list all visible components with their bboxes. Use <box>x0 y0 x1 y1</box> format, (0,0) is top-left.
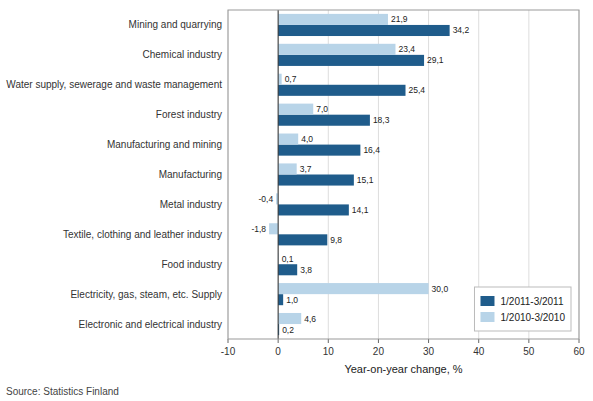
grid-line <box>278 10 279 339</box>
tick-label: 60 <box>573 346 585 357</box>
tick-label: -10 <box>221 346 236 357</box>
tick-mark <box>428 339 429 343</box>
bar <box>278 175 354 186</box>
data-label: 30,0 <box>432 284 449 294</box>
data-label: 0,1 <box>282 254 294 264</box>
bar <box>278 85 405 96</box>
legend-swatch <box>480 312 494 322</box>
data-label: 25,4 <box>409 85 426 95</box>
baseline <box>278 10 279 339</box>
bar <box>278 264 297 275</box>
plot-frame <box>228 10 579 339</box>
category-label: Manufacturing <box>159 169 222 180</box>
data-label: 29,1 <box>427 55 444 65</box>
chart: -10 0 10 20 30 40 50 60 0,2 1,0 3,8 9,8 14,1 15,1 16,4… <box>0 0 593 401</box>
category-label: Electricity, gas, steam, etc. Supply <box>70 289 222 300</box>
data-label: 23,4 <box>398 44 415 54</box>
bar <box>278 55 424 66</box>
data-label: 15,1 <box>357 175 374 185</box>
bar <box>278 283 428 294</box>
tick-label: 0 <box>275 346 281 357</box>
legend-label: 1/2011-3/2011 <box>500 296 563 307</box>
data-label: 3,7 <box>300 164 312 174</box>
legend-label: 1/2010-3/2010 <box>500 312 565 323</box>
bar <box>278 14 388 25</box>
data-label: 9,8 <box>330 235 342 245</box>
tick-mark <box>328 339 329 343</box>
data-labels: 0,2 1,0 3,8 9,8 14,1 15,1 16,4 18,3 25,4 29,1 34,2… <box>251 14 469 334</box>
bar <box>278 74 282 85</box>
tick-label: 50 <box>523 346 535 357</box>
x-axis-label: Year-on-year change, % <box>344 363 462 375</box>
bar <box>278 44 395 55</box>
bar <box>278 25 449 36</box>
data-label: 1,0 <box>286 295 298 305</box>
bar <box>278 163 297 174</box>
data-label: 18,3 <box>373 115 390 125</box>
data-label: 7,0 <box>316 104 328 114</box>
data-label: 3,8 <box>300 265 312 275</box>
tick-mark <box>528 339 529 343</box>
data-label: 16,4 <box>363 145 380 155</box>
category-label: Forest industry <box>156 109 222 120</box>
data-label: 14,1 <box>352 205 369 215</box>
data-label: 21,9 <box>391 14 408 24</box>
tick-label: 30 <box>423 346 435 357</box>
category-label: Mining and quarrying <box>129 19 222 30</box>
category-label: Chemical industry <box>143 49 222 60</box>
bar <box>278 204 349 215</box>
category-label: Water supply, sewerage and waste managem… <box>6 79 222 90</box>
legend-swatch <box>480 296 494 306</box>
bars <box>269 14 450 335</box>
tick-label: 40 <box>473 346 485 357</box>
legend: 1/2011-3/2011 1/2010-3/2010 <box>474 287 571 331</box>
bar <box>278 313 301 324</box>
category-label: Manufacturing and mining <box>107 139 222 150</box>
bar <box>278 294 283 305</box>
source: Source: Statistics Finland <box>6 386 119 397</box>
data-label: 34,2 <box>453 25 470 35</box>
data-label: 0,2 <box>282 325 294 335</box>
tick-mark <box>278 339 279 343</box>
x-axis: -10 0 10 20 30 40 50 60 <box>221 339 585 357</box>
grid <box>228 10 579 339</box>
bar <box>278 104 313 115</box>
category-label: Textile, clothing and leather industry <box>63 229 222 240</box>
category-label: Food industry <box>161 259 222 270</box>
bar <box>278 115 370 126</box>
y-axis: Electronic and electrical industry Electr… <box>6 19 222 329</box>
tick-mark <box>478 339 479 343</box>
tick-mark <box>378 339 379 343</box>
bar <box>278 234 327 245</box>
data-label: -1,8 <box>251 224 266 234</box>
bar <box>278 134 298 145</box>
legend-box <box>474 287 571 331</box>
data-label: 4,0 <box>301 134 313 144</box>
tick-label: 20 <box>373 346 385 357</box>
bar <box>269 223 278 234</box>
data-label: 0,7 <box>285 74 297 84</box>
category-label: Metal industry <box>160 199 222 210</box>
tick-label: 10 <box>323 346 335 357</box>
data-label: 4,6 <box>304 314 316 324</box>
category-label: Electronic and electrical industry <box>79 319 222 330</box>
tick-mark <box>228 339 229 343</box>
tick-mark <box>579 339 580 343</box>
bar <box>278 145 360 156</box>
data-label: -0,4 <box>258 194 273 204</box>
